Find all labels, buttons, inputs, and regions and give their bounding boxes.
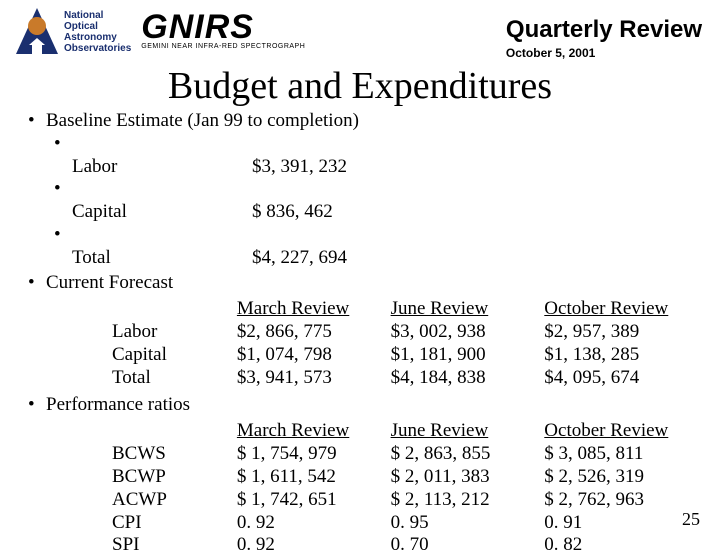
page-number: 25 — [682, 509, 700, 530]
col-head: October Review — [544, 298, 698, 321]
cell: $1, 074, 798 — [237, 344, 391, 367]
row-label: Labor — [112, 321, 237, 344]
cell: 0. 92 — [237, 534, 391, 557]
cell: $ 2, 526, 319 — [544, 466, 698, 489]
col-head: June Review — [391, 420, 545, 443]
section-head: Performance ratios — [46, 394, 190, 415]
noao-line: Observatories — [64, 43, 131, 54]
cell: $3, 941, 573 — [237, 367, 391, 390]
noao-line: Astronomy — [64, 32, 131, 43]
review-title: Quarterly Review — [506, 16, 702, 44]
slide-content: Baseline Estimate (Jan 99 to completion)… — [0, 110, 720, 557]
section-performance: Performance ratios — [46, 394, 698, 417]
col-head: October Review — [544, 420, 698, 443]
cell: 0. 82 — [544, 534, 698, 557]
cell: $ 2, 863, 855 — [391, 443, 545, 466]
baseline-list: Labor$3, 391, 232 Capital$ 836, 462 Tota… — [72, 133, 698, 270]
cell: $1, 138, 285 — [544, 344, 698, 367]
cell: $ 2, 113, 212 — [391, 489, 545, 512]
cell: $2, 866, 775 — [237, 321, 391, 344]
header-right: Quarterly Review October 5, 2001 — [506, 6, 702, 60]
performance-table: March Review June Review October Review … — [112, 420, 698, 557]
row-value: $ 836, 462 — [252, 201, 333, 224]
row-value: $4, 227, 694 — [252, 247, 347, 270]
row-label: BCWS — [112, 443, 237, 466]
cell: $4, 184, 838 — [391, 367, 545, 390]
forecast-table: March Review June Review October Review … — [112, 298, 698, 389]
gnirs-subtitle: GEMINI NEAR INFRA-RED SPECTROGRAPH — [141, 43, 305, 50]
row-label: CPI — [112, 512, 237, 535]
slide-title: Budget and Expenditures — [0, 64, 720, 108]
row-label: Capital — [112, 344, 237, 367]
noao-line: National — [64, 10, 131, 21]
cell: $ 3, 085, 811 — [544, 443, 698, 466]
row-label: SPI — [112, 534, 237, 557]
col-head: March Review — [237, 298, 391, 321]
col-head: March Review — [237, 420, 391, 443]
cell: $ 2, 762, 963 — [544, 489, 698, 512]
section-baseline: Baseline Estimate (Jan 99 to completion) — [46, 110, 698, 133]
noao-logo-text: National Optical Astronomy Observatories — [64, 6, 131, 54]
col-head: June Review — [391, 298, 545, 321]
row-label: ACWP — [112, 489, 237, 512]
table-corner — [112, 420, 237, 443]
cell: $3, 002, 938 — [391, 321, 545, 344]
noao-line: Optical — [64, 21, 131, 32]
cell: $ 2, 011, 383 — [391, 466, 545, 489]
table-corner — [112, 298, 237, 321]
cell: 0. 91 — [544, 512, 698, 535]
row-label: Total — [112, 367, 237, 390]
row-label: Total — [72, 247, 252, 270]
gnirs-logo: GNIRS GEMINI NEAR INFRA-RED SPECTROGRAPH — [141, 6, 305, 50]
cell: 0. 70 — [391, 534, 545, 557]
noao-logo-icon — [14, 6, 60, 56]
cell: $4, 095, 674 — [544, 367, 698, 390]
cell: 0. 92 — [237, 512, 391, 535]
row-label: BCWP — [112, 466, 237, 489]
row-label: Labor — [72, 156, 252, 179]
cell: $2, 957, 389 — [544, 321, 698, 344]
cell: $ 1, 611, 542 — [237, 466, 391, 489]
slide-header: National Optical Astronomy Observatories… — [0, 0, 720, 60]
cell: $ 1, 754, 979 — [237, 443, 391, 466]
row-value: $3, 391, 232 — [252, 156, 347, 179]
section-head: Current Forecast — [46, 272, 173, 293]
cell: $1, 181, 900 — [391, 344, 545, 367]
review-date: October 5, 2001 — [506, 46, 702, 60]
gnirs-wordmark: GNIRS — [141, 8, 305, 47]
row-label: Capital — [72, 201, 252, 224]
noao-logo: National Optical Astronomy Observatories — [14, 6, 131, 56]
cell: $ 1, 742, 651 — [237, 489, 391, 512]
cell: 0. 95 — [391, 512, 545, 535]
section-forecast: Current Forecast — [46, 272, 698, 295]
section-head: Baseline Estimate (Jan 99 to completion) — [46, 110, 359, 131]
